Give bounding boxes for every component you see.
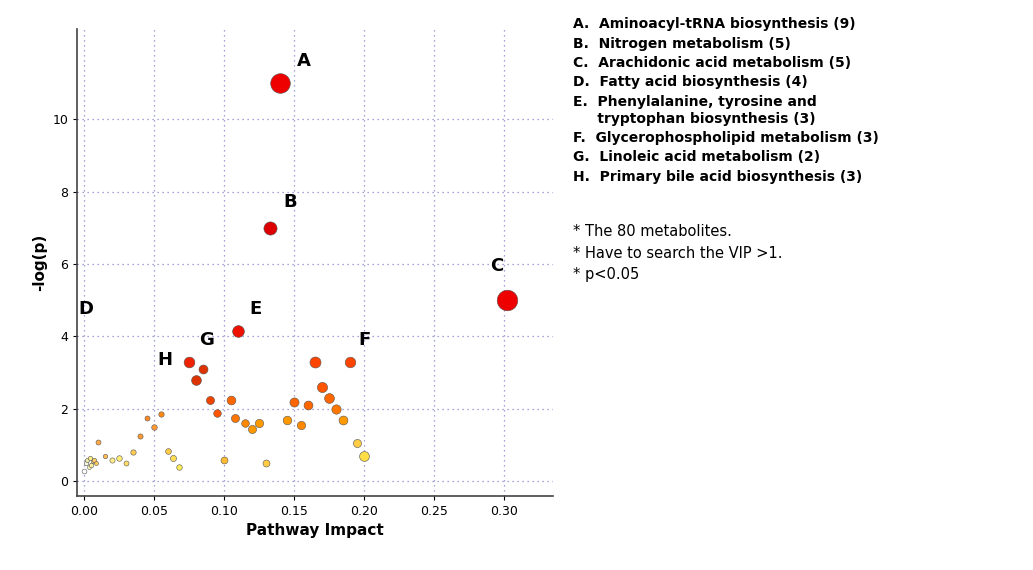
Point <box>82 453 98 462</box>
Point <box>209 408 225 417</box>
Point <box>112 453 128 462</box>
Point <box>164 453 181 462</box>
Text: * Have to search the VIP >1.: * Have to search the VIP >1. <box>573 246 783 260</box>
Point <box>279 416 295 425</box>
Text: F.  Glycerophospholipid metabolism (3): F. Glycerophospholipid metabolism (3) <box>573 131 879 145</box>
Point <box>223 396 240 405</box>
Point <box>230 327 247 336</box>
Point <box>314 382 331 392</box>
Text: B: B <box>283 193 296 211</box>
Text: H: H <box>157 351 173 369</box>
Point <box>79 455 95 464</box>
Text: A.  Aminoacyl-tRNA biosynthesis (9): A. Aminoacyl-tRNA biosynthesis (9) <box>573 17 856 31</box>
Y-axis label: -log(p): -log(p) <box>32 234 48 291</box>
Point <box>227 413 244 422</box>
Point <box>335 416 351 425</box>
Text: * The 80 metabolites.: * The 80 metabolites. <box>573 225 732 239</box>
Text: * p<0.05: * p<0.05 <box>573 267 639 282</box>
Point <box>237 419 253 428</box>
Point <box>81 462 97 471</box>
Point <box>118 459 134 468</box>
Text: E.  Phenylalanine, tyrosine and
     tryptophan biosynthesis (3): E. Phenylalanine, tyrosine and tryptopha… <box>573 95 817 126</box>
Point <box>321 393 338 402</box>
Point <box>97 451 114 461</box>
Text: D: D <box>79 300 94 319</box>
Point <box>342 357 358 367</box>
Point <box>90 437 106 446</box>
Text: F: F <box>358 331 371 349</box>
Point <box>498 296 514 305</box>
Point <box>76 466 93 475</box>
Point <box>300 401 316 410</box>
Point <box>292 421 309 430</box>
Point <box>153 410 169 419</box>
Point <box>355 451 372 461</box>
Point <box>244 424 260 433</box>
Point <box>86 455 102 464</box>
Point <box>251 419 268 428</box>
Point <box>132 431 149 441</box>
Point <box>146 422 162 431</box>
Text: G: G <box>199 331 214 349</box>
Text: E: E <box>249 300 261 319</box>
Text: D.  Fatty acid biosynthesis (4): D. Fatty acid biosynthesis (4) <box>573 75 808 89</box>
Point <box>202 396 219 405</box>
Point <box>349 439 366 448</box>
Text: C: C <box>490 257 503 275</box>
Point <box>104 455 121 464</box>
Point <box>272 78 288 87</box>
Point <box>181 357 197 367</box>
Point <box>307 357 323 367</box>
Text: G.  Linoleic acid metabolism (2): G. Linoleic acid metabolism (2) <box>573 150 820 164</box>
Text: A: A <box>296 52 311 70</box>
Point <box>188 376 205 385</box>
Point <box>84 461 100 470</box>
Point <box>125 448 142 457</box>
Point <box>85 457 101 466</box>
Text: H.  Primary bile acid biosynthesis (3): H. Primary bile acid biosynthesis (3) <box>573 170 863 184</box>
Point <box>195 365 212 374</box>
Point <box>88 459 104 468</box>
Point <box>139 413 156 422</box>
Point <box>327 404 344 413</box>
Point <box>216 455 232 464</box>
Point <box>262 223 279 233</box>
Point <box>286 397 303 406</box>
Point <box>160 446 177 455</box>
Text: C.  Arachidonic acid metabolism (5): C. Arachidonic acid metabolism (5) <box>573 56 851 70</box>
Point <box>171 462 188 471</box>
X-axis label: Pathway Impact: Pathway Impact <box>246 523 384 539</box>
Point <box>258 459 275 468</box>
Point <box>77 459 94 468</box>
Text: B.  Nitrogen metabolism (5): B. Nitrogen metabolism (5) <box>573 36 791 51</box>
